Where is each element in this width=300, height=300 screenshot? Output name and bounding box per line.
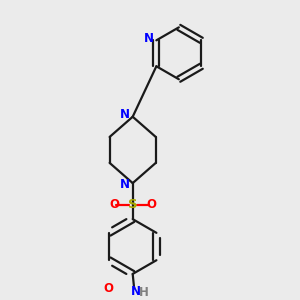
Text: O: O bbox=[146, 198, 156, 211]
Text: H: H bbox=[139, 286, 149, 299]
Text: N: N bbox=[143, 32, 154, 45]
Text: O: O bbox=[103, 282, 113, 295]
Text: O: O bbox=[109, 198, 119, 211]
Text: N: N bbox=[120, 178, 130, 191]
Text: N: N bbox=[120, 108, 130, 121]
Text: S: S bbox=[128, 198, 137, 211]
Text: N: N bbox=[130, 285, 141, 298]
